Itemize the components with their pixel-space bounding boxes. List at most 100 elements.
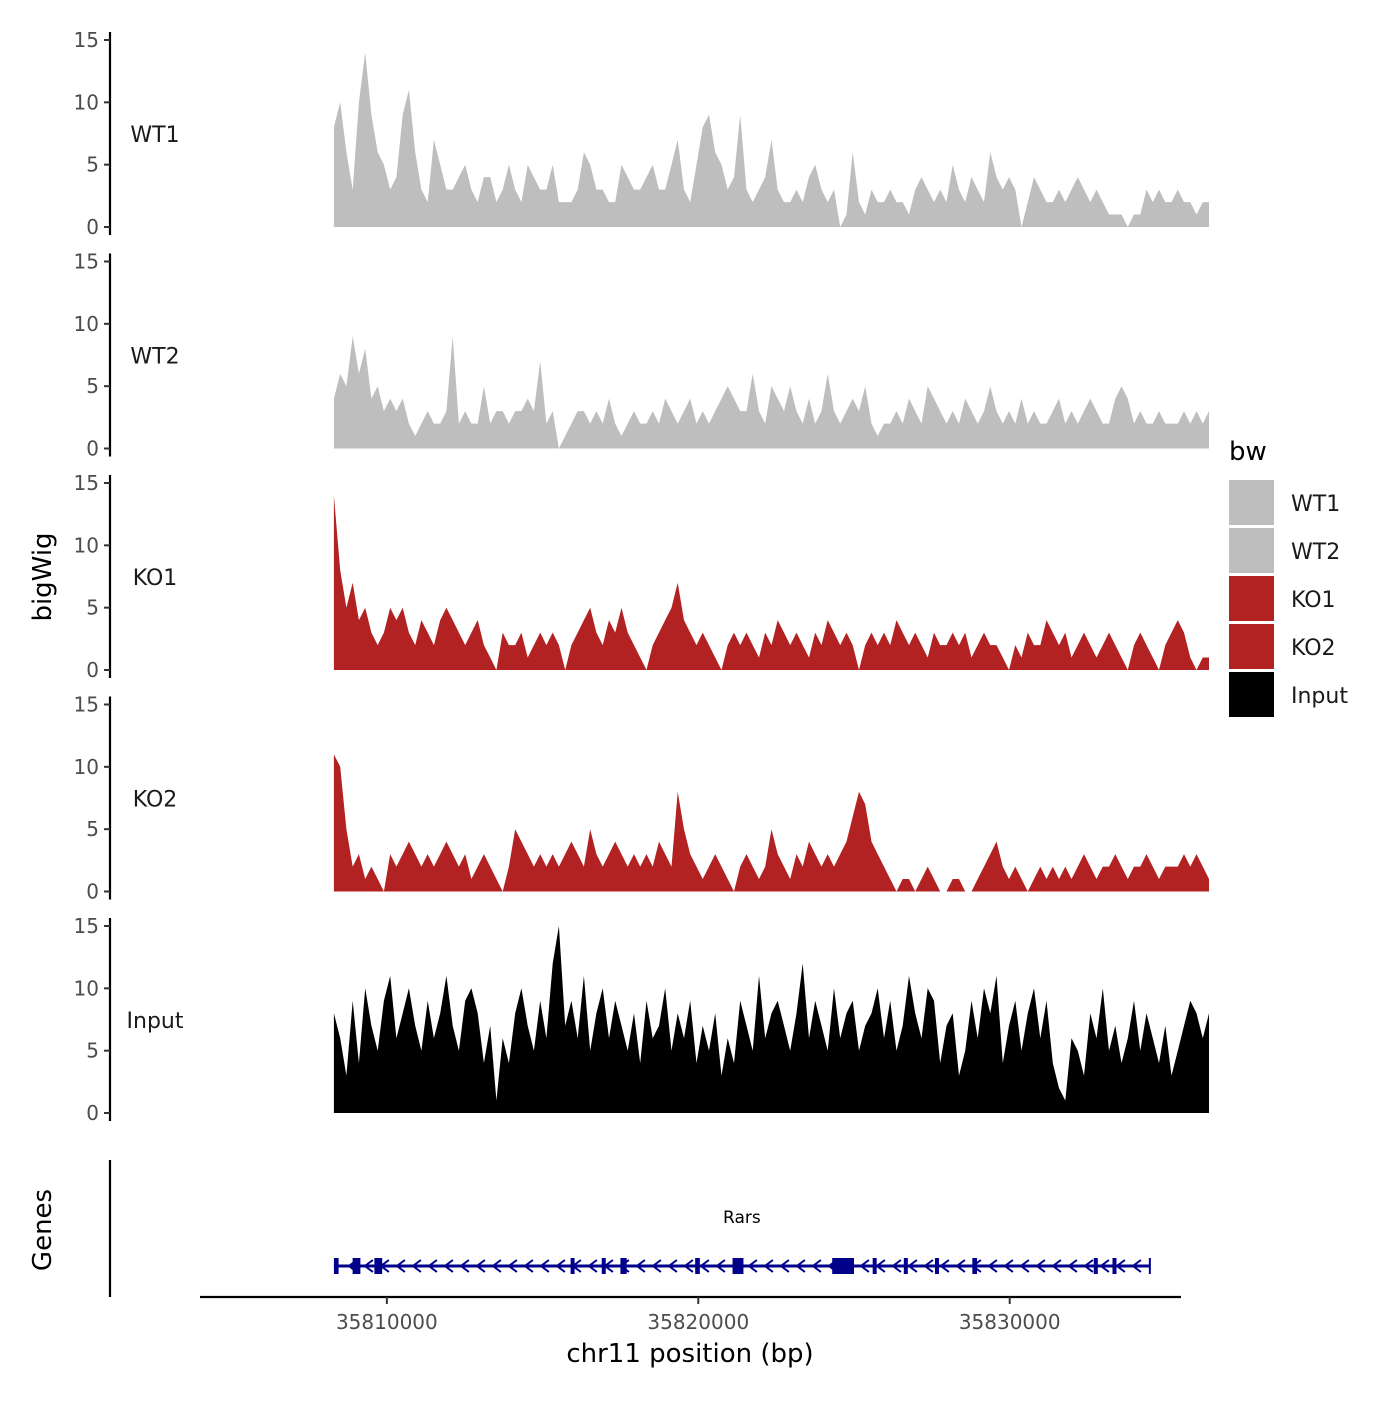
exon	[620, 1258, 627, 1274]
exon	[333, 1258, 339, 1274]
strand-arrow	[587, 1259, 598, 1273]
strand-arrow	[555, 1259, 566, 1273]
exon	[732, 1258, 744, 1274]
track-wt2: 0 5 10 15 WT2	[74, 250, 1209, 461]
y-tick-label-input: 15	[74, 914, 99, 938]
exon	[601, 1258, 606, 1274]
y-tick-label-ko2: 0	[86, 880, 99, 904]
y-tick-label-ko2: 10	[74, 755, 99, 779]
legend-label-wt1: WT1	[1291, 492, 1340, 517]
track-ko2: 0 5 10 15 KO2	[74, 693, 1209, 904]
y-tick-label-ko1: 10	[74, 533, 99, 557]
exon	[903, 1258, 908, 1274]
legend: bw WT1 WT2 KO1 KO2 Input	[1229, 437, 1348, 717]
track-input: 0 5 10 15 Input	[74, 914, 1209, 1125]
legend-label-ko2: KO2	[1291, 636, 1336, 661]
track-wt1: 0 5 10 15 WT1	[74, 28, 1209, 239]
exon	[1112, 1258, 1117, 1274]
strand-arrow	[395, 1259, 406, 1273]
strand-arrow	[859, 1259, 870, 1273]
strand-arrow	[523, 1259, 534, 1273]
y-tick-label-ko2: 5	[86, 817, 99, 841]
legend-key-ko2	[1229, 624, 1274, 669]
x-axis-title: chr11 position (bp)	[566, 1339, 813, 1369]
strand-arrow	[507, 1259, 518, 1273]
area-wt1	[333, 52, 1209, 227]
strand-arrow	[987, 1259, 998, 1273]
y-tick-label-wt1: 5	[86, 153, 99, 177]
y-tick-label-wt1: 15	[74, 28, 99, 52]
strand-arrow	[955, 1259, 966, 1273]
y-tick-label-ko1: 15	[74, 471, 99, 495]
strand-arrow	[411, 1259, 422, 1273]
strand-arrow	[363, 1259, 374, 1273]
y-tick-label-wt1: 0	[86, 215, 99, 239]
legend-key-input	[1229, 672, 1274, 717]
genes-axis-title: Genes	[28, 1189, 58, 1271]
strand-arrow	[763, 1259, 774, 1273]
exon	[972, 1258, 978, 1274]
strand-arrow	[923, 1259, 934, 1273]
strand-arrow	[635, 1259, 646, 1273]
strand-arrow	[779, 1259, 790, 1273]
track-label-ko2: KO2	[133, 788, 178, 813]
strand-arrow	[539, 1259, 550, 1273]
x-tick-label: 35810000	[336, 1310, 438, 1334]
area-ko2	[333, 754, 1209, 892]
strand-arrow	[443, 1259, 454, 1273]
strand-arrow	[667, 1259, 678, 1273]
y-tick-label-wt1: 10	[74, 90, 99, 114]
strand-arrow	[491, 1259, 502, 1273]
exon	[832, 1258, 854, 1274]
strand-arrow	[747, 1259, 758, 1273]
strand-arrow	[1115, 1259, 1126, 1273]
x-tick-label: 35830000	[959, 1310, 1061, 1334]
legend-title: bw	[1229, 437, 1267, 467]
tracks-group: 0 5 10 15 WT1 0 5 10 15 WT2 0 5 10 15 KO1 0 5 10 15 KO2 0 5 10…	[74, 28, 1209, 1125]
y-axis-title: bigWig	[28, 532, 58, 621]
strand-arrow	[907, 1259, 918, 1273]
legend-key-wt1	[1229, 480, 1274, 525]
y-tick-label-wt2: 15	[74, 250, 99, 274]
track-label-wt2: WT2	[130, 345, 179, 370]
strand-arrow	[1035, 1259, 1046, 1273]
legend-key-ko1	[1229, 576, 1274, 621]
strand-arrow	[1067, 1259, 1078, 1273]
strand-arrow	[875, 1259, 886, 1273]
strand-arrow	[1099, 1259, 1110, 1273]
legend-label-wt2: WT2	[1291, 540, 1340, 565]
y-tick-label-wt2: 10	[74, 312, 99, 336]
strand-arrow	[459, 1259, 470, 1273]
track-label-input: Input	[127, 1009, 184, 1034]
exon	[374, 1258, 383, 1274]
area-ko1	[333, 495, 1209, 670]
strand-arrow	[1019, 1259, 1030, 1273]
strand-arrow	[683, 1259, 694, 1273]
exon	[934, 1258, 939, 1274]
x-tick-label: 35820000	[647, 1310, 749, 1334]
gene-label: Rars	[723, 1208, 761, 1228]
strand-arrow	[475, 1259, 486, 1273]
strand-arrow	[1131, 1259, 1142, 1273]
strand-arrow	[651, 1259, 662, 1273]
exon	[570, 1258, 575, 1274]
strand-arrow	[939, 1259, 950, 1273]
legend-label-ko1: KO1	[1291, 588, 1336, 613]
y-tick-label-ko1: 0	[86, 658, 99, 682]
exon	[352, 1258, 361, 1274]
track-label-wt1: WT1	[130, 123, 179, 148]
strand-arrow	[699, 1259, 710, 1273]
exon	[872, 1258, 877, 1274]
y-tick-label-wt2: 0	[86, 437, 99, 461]
y-tick-label-input: 5	[86, 1039, 99, 1063]
strand-arrow	[1083, 1259, 1094, 1273]
y-tick-label-wt2: 5	[86, 374, 99, 398]
legend-key-wt2	[1229, 528, 1274, 573]
track-label-ko1: KO1	[133, 566, 178, 591]
legend-label-input: Input	[1291, 684, 1348, 709]
strand-arrow	[427, 1259, 438, 1273]
strand-arrow	[1051, 1259, 1062, 1273]
strand-arrow	[891, 1259, 902, 1273]
